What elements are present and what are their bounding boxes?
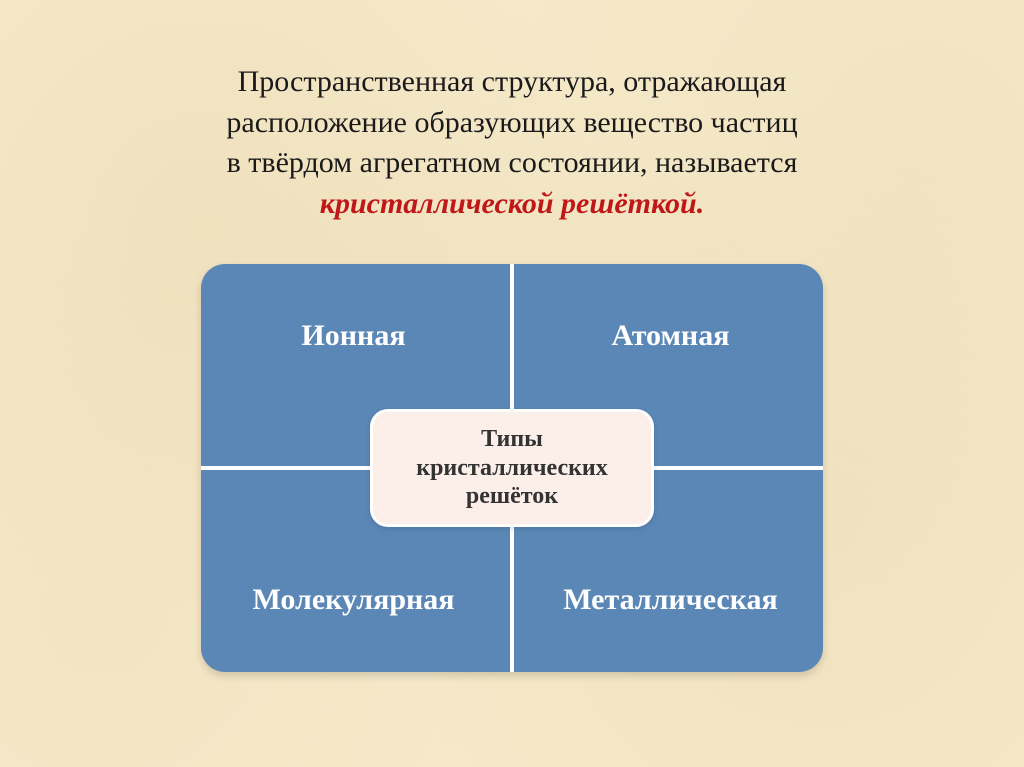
heading-line-3: в твёрдом агрегатном состоянии, называет… xyxy=(227,146,798,179)
heading-block: Пространственная структура, отражающая р… xyxy=(226,62,797,224)
quadrant-label: Атомная xyxy=(612,319,730,353)
center-label: Типы кристаллических решёток xyxy=(387,425,637,511)
heading-line-1: Пространственная структура, отражающая xyxy=(238,65,787,98)
quadrant-label: Молекулярная xyxy=(252,583,454,617)
quadrant-label: Металлическая xyxy=(563,583,778,617)
lattice-diagram: Ионная Атомная Молекулярная Металлическа… xyxy=(201,264,823,672)
quadrant-label: Ионная xyxy=(301,319,405,353)
center-label-box: Типы кристаллических решёток xyxy=(370,409,654,527)
heading-term: кристаллической решёткой. xyxy=(320,187,704,220)
heading-line-2: расположение образующих вещество частиц xyxy=(226,106,797,139)
